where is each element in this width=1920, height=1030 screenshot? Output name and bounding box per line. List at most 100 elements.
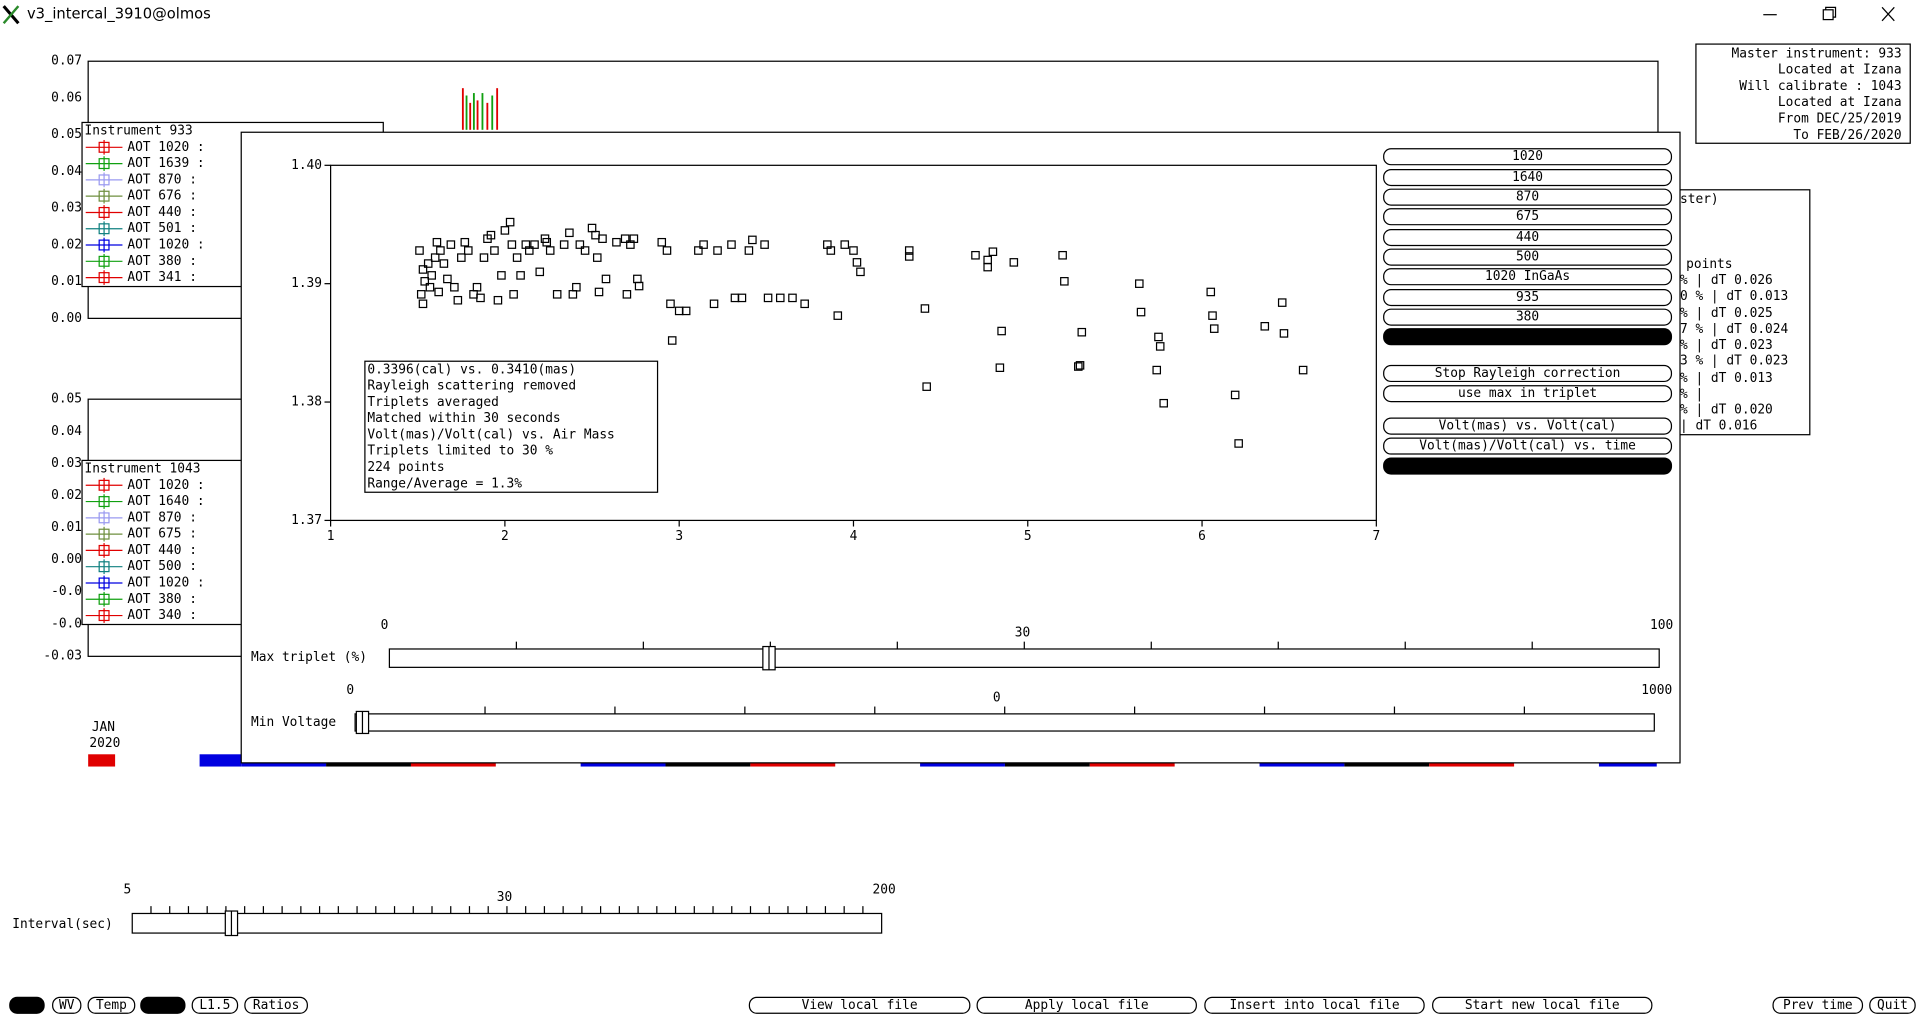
x-tick-label: 6: [1198, 529, 1206, 544]
y-tick-label: 0.01: [51, 274, 82, 289]
button[interactable]: [1383, 364, 1673, 383]
side-panel-line: 3 % | dT 0.023: [1680, 354, 1788, 369]
button-label[interactable]: Temp: [96, 998, 127, 1013]
button-label[interactable]: use max in triplet: [1458, 386, 1597, 401]
button-label[interactable]: Ratios: [253, 998, 299, 1013]
y-tick-label: 0.01: [51, 520, 82, 535]
button-label[interactable]: Apply local file: [1025, 998, 1149, 1013]
slider-label: Min Voltage: [251, 715, 336, 730]
button[interactable]: [1383, 385, 1673, 403]
data-point: [1077, 327, 1087, 337]
button[interactable]: [87, 996, 136, 1014]
data-point: [1208, 311, 1217, 320]
button[interactable]: [1383, 208, 1673, 226]
legend-title: Instrument 933: [84, 124, 192, 139]
y-tick-label: 0.05: [51, 392, 82, 407]
button[interactable]: [1383, 417, 1673, 435]
button[interactable]: [1383, 328, 1673, 346]
button-label[interactable]: Volt(mas)/Volt(cal) vs. Air Mass: [1404, 459, 1651, 474]
data-point: [622, 290, 632, 299]
data-point: [1159, 398, 1168, 408]
button-label[interactable]: Volt(mas)/Volt(cal) vs. time: [1419, 439, 1636, 454]
button[interactable]: [1383, 148, 1673, 166]
button-label[interactable]: Stop Rayleigh correction: [1435, 366, 1621, 381]
button[interactable]: [244, 996, 308, 1014]
button-label[interactable]: Quit: [1877, 998, 1908, 1013]
data-point: [418, 299, 428, 309]
button[interactable]: [1383, 457, 1673, 475]
button-label[interactable]: 1020 InGaAs: [1485, 269, 1570, 284]
button[interactable]: [1383, 308, 1673, 326]
button-label[interactable]: 870: [1516, 190, 1539, 205]
slider-track[interactable]: [354, 713, 1655, 732]
button-label[interactable]: L1.0: [147, 998, 178, 1013]
button[interactable]: [140, 996, 186, 1014]
legend-marker: [98, 577, 110, 589]
button-label[interactable]: 500: [1516, 250, 1539, 265]
y-tick-label: 0.05: [51, 127, 82, 142]
slider-track[interactable]: [388, 648, 1660, 668]
button-label[interactable]: Volt(mas) vs. Volt(cal): [1439, 419, 1617, 434]
slider-min: 0: [381, 618, 389, 633]
data-point: [920, 304, 930, 313]
button-label[interactable]: 935: [1516, 290, 1539, 305]
data-point: [988, 247, 998, 257]
slider-max: 1000: [1641, 683, 1672, 698]
restore-button[interactable]: [1822, 6, 1837, 21]
annotation: Triplets limited to 30 %: [367, 444, 553, 459]
button-label[interactable]: 340: [1516, 329, 1539, 344]
close-button[interactable]: [1881, 6, 1895, 22]
button-label[interactable]: View local file: [802, 998, 918, 1013]
data-point: [425, 282, 435, 292]
button[interactable]: [1383, 228, 1673, 247]
data-point: [432, 237, 442, 247]
button-label[interactable]: Prev time: [1783, 998, 1853, 1013]
button[interactable]: [1383, 188, 1673, 206]
data-point: [505, 217, 515, 227]
button[interactable]: [976, 996, 1197, 1014]
button[interactable]: [1869, 996, 1916, 1014]
timeline-month: JAN: [92, 720, 115, 735]
button[interactable]: [9, 996, 45, 1014]
button[interactable]: [1432, 996, 1653, 1014]
button[interactable]: [748, 996, 971, 1014]
button[interactable]: [52, 996, 82, 1014]
data-point: [516, 271, 525, 280]
button-label[interactable]: AOT: [15, 998, 38, 1013]
button[interactable]: [191, 996, 239, 1014]
button[interactable]: [1204, 996, 1425, 1014]
button[interactable]: [1383, 248, 1673, 266]
data-point: [512, 253, 522, 262]
slider-track[interactable]: [131, 912, 883, 934]
button[interactable]: [1772, 996, 1864, 1014]
slider-max: 100: [1650, 618, 1673, 633]
button-label[interactable]: Start new local file: [1465, 998, 1620, 1013]
button-label[interactable]: 1020: [1512, 149, 1543, 164]
button[interactable]: [1383, 268, 1673, 286]
button-label[interactable]: 1640: [1512, 170, 1543, 185]
button-label[interactable]: 675: [1516, 209, 1539, 224]
button-label[interactable]: 380: [1516, 310, 1539, 325]
legend-title: Instrument 1043: [84, 461, 200, 476]
button[interactable]: [1383, 288, 1673, 307]
button[interactable]: [1383, 168, 1673, 187]
button[interactable]: [1383, 437, 1673, 455]
side-panel-line: % | dT 0.025: [1680, 306, 1773, 321]
button-label[interactable]: L1.5: [199, 998, 230, 1013]
button-label[interactable]: Insert into local file: [1229, 998, 1399, 1013]
data-point: [1074, 362, 1083, 371]
data-point: [737, 293, 747, 303]
button-label[interactable]: 440: [1516, 230, 1539, 245]
data-point: [594, 287, 604, 297]
data-point: [460, 237, 470, 247]
button-label[interactable]: WV: [59, 998, 75, 1013]
data-point: [1298, 365, 1308, 375]
y-tick-label: 1.39: [291, 276, 322, 291]
data-point: [1009, 258, 1019, 267]
timeline-segment: [1344, 762, 1430, 767]
data-point: [681, 306, 691, 316]
data-point: [800, 299, 809, 309]
data-point: [507, 240, 517, 249]
data-point: [904, 246, 914, 255]
data-point: [666, 299, 675, 309]
